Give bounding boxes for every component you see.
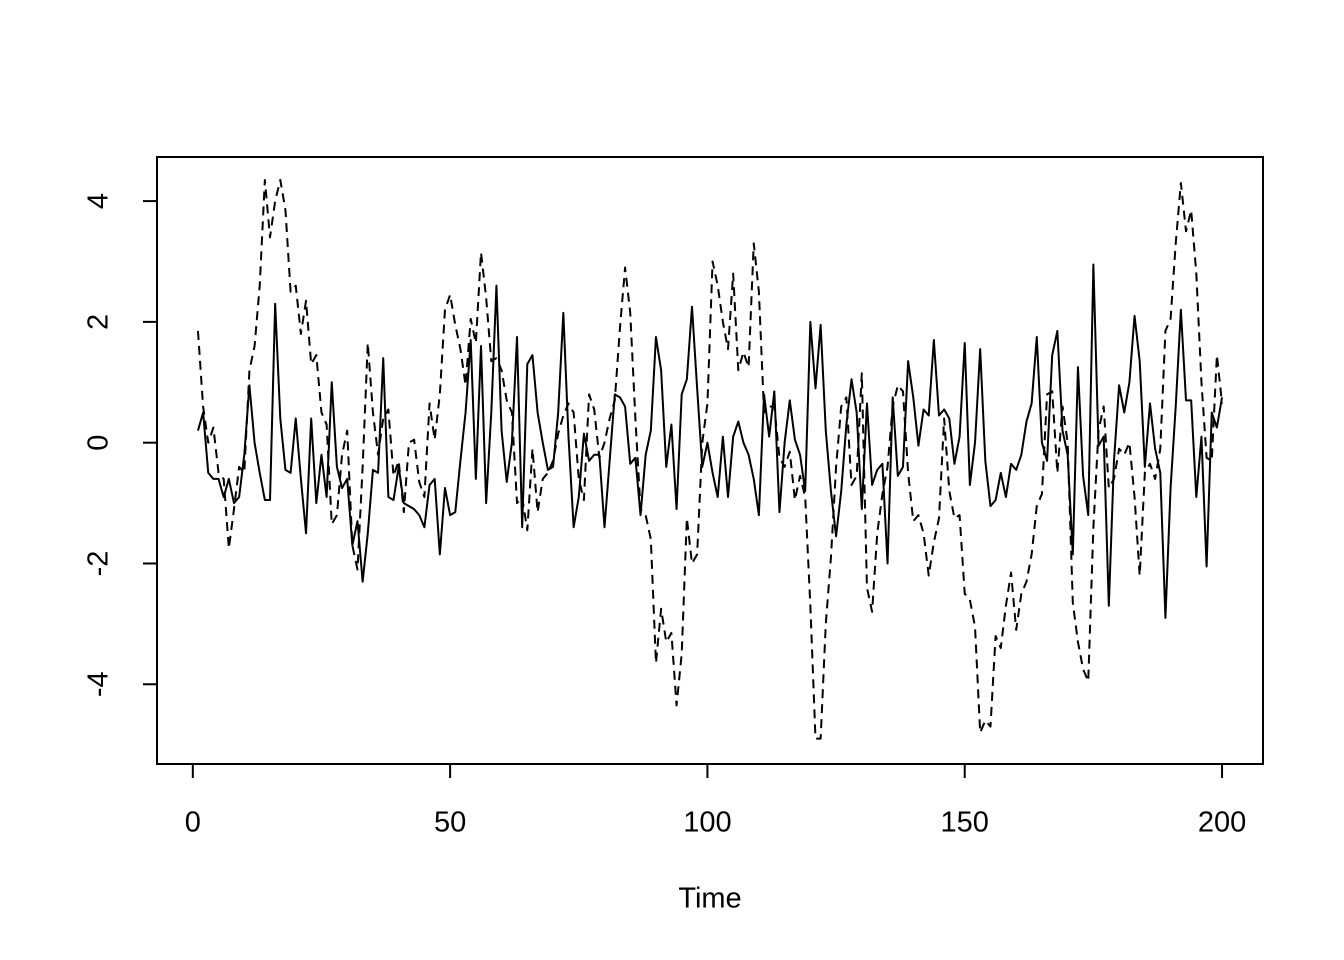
y-tick-label: -4	[83, 671, 115, 697]
x-axis-label: Time	[678, 883, 741, 915]
y-tick-label: 0	[83, 435, 115, 451]
x-tick-label: 100	[683, 807, 731, 839]
y-tick-label: 2	[83, 314, 115, 330]
y-tick-label: -2	[83, 551, 115, 577]
x-tick-label: 0	[185, 807, 201, 839]
y-tick-label: 4	[83, 193, 115, 209]
series-line	[196, 178, 1224, 740]
x-tick-label: 150	[941, 807, 989, 839]
x-tick-label: 200	[1198, 807, 1246, 839]
x-tick-label: 50	[434, 807, 466, 839]
series-line	[197, 263, 1224, 619]
